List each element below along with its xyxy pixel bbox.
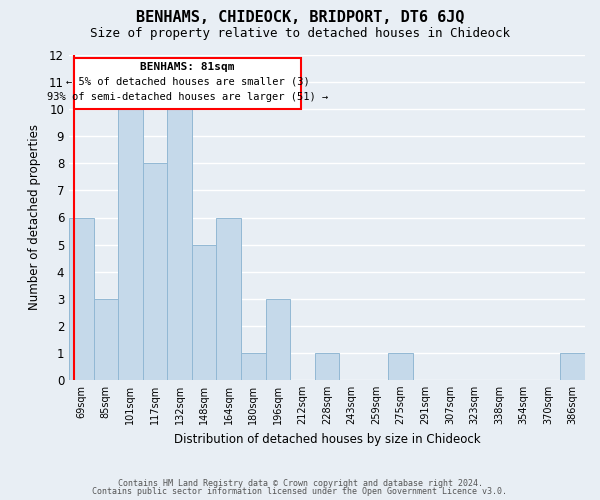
- Bar: [560, 353, 585, 380]
- Bar: [315, 353, 339, 380]
- Text: BENHAMS, CHIDEOCK, BRIDPORT, DT6 6JQ: BENHAMS, CHIDEOCK, BRIDPORT, DT6 6JQ: [136, 10, 464, 25]
- Bar: [118, 109, 143, 380]
- Bar: [192, 244, 217, 380]
- Bar: [94, 298, 118, 380]
- Text: BENHAMS: 81sqm: BENHAMS: 81sqm: [140, 62, 235, 72]
- X-axis label: Distribution of detached houses by size in Chideock: Distribution of detached houses by size …: [173, 432, 481, 446]
- Bar: [388, 353, 413, 380]
- Bar: [69, 218, 94, 380]
- Text: Size of property relative to detached houses in Chideock: Size of property relative to detached ho…: [90, 28, 510, 40]
- FancyBboxPatch shape: [74, 58, 301, 108]
- Bar: [143, 164, 167, 380]
- Bar: [167, 109, 192, 380]
- Bar: [217, 218, 241, 380]
- Y-axis label: Number of detached properties: Number of detached properties: [28, 124, 41, 310]
- Bar: [266, 298, 290, 380]
- Text: ← 5% of detached houses are smaller (3): ← 5% of detached houses are smaller (3): [66, 76, 310, 86]
- Text: Contains HM Land Registry data © Crown copyright and database right 2024.: Contains HM Land Registry data © Crown c…: [118, 478, 482, 488]
- Bar: [241, 353, 266, 380]
- Text: 93% of semi-detached houses are larger (51) →: 93% of semi-detached houses are larger (…: [47, 92, 328, 102]
- Text: Contains public sector information licensed under the Open Government Licence v3: Contains public sector information licen…: [92, 487, 508, 496]
